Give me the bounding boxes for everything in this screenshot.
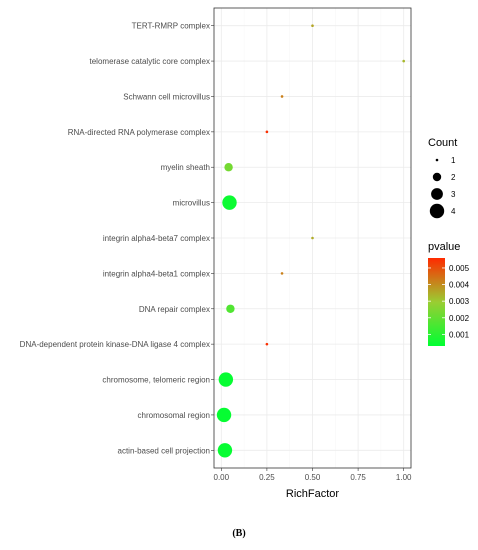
y-axis-tick-labels: TERT-RMRP complex telomerase catalytic co… [20, 22, 214, 455]
x-tick-label: 1.00 [396, 473, 412, 482]
data-point [265, 342, 269, 346]
data-point [311, 236, 314, 240]
count-legend-key [432, 172, 442, 182]
count-legend-key [429, 203, 445, 219]
count-legend-label: 4 [451, 207, 456, 216]
pvalue-legend-title: pvalue [428, 241, 460, 253]
data-points [216, 24, 406, 458]
y-tick-label: integrin alpha4-beta7 complex [103, 234, 210, 243]
y-tick-label: microvillus [173, 199, 210, 208]
data-point [224, 163, 233, 172]
data-point [402, 59, 406, 63]
data-point [222, 195, 237, 210]
pvalue-tick-label: 0.003 [449, 297, 470, 306]
x-axis-title: RichFactor [286, 488, 340, 500]
count-legend-label: 1 [451, 156, 456, 165]
x-tick-label: 0.50 [305, 473, 321, 482]
y-tick-label: DNA-dependent protein kinase-DNA ligase … [20, 340, 210, 349]
pvalue-tick-label: 0.001 [449, 330, 470, 339]
pvalue-colorbar [428, 258, 445, 346]
y-tick-label: DNA repair complex [139, 305, 210, 314]
data-point [216, 407, 232, 423]
pvalue-tick-label: 0.005 [449, 264, 470, 273]
y-tick-label: Schwann cell microvillus [123, 92, 210, 101]
y-tick-label: chromosome, telomeric region [102, 376, 210, 385]
count-legend: Count 1 2 3 4 [428, 137, 457, 219]
y-tick-label: telomerase catalytic core complex [90, 57, 211, 66]
count-legend-key [435, 158, 439, 162]
data-point [311, 24, 314, 27]
pvalue-legend: pvalue 0.001 0.002 0.003 0.004 0.005 [428, 241, 470, 346]
y-tick-label: actin-based cell projection [118, 446, 211, 455]
x-tick-label: 0.75 [350, 473, 366, 482]
figure-caption: (B) [232, 528, 246, 539]
data-point [218, 372, 234, 387]
count-legend-title: Count [428, 137, 457, 149]
y-tick-label: RNA-directed RNA polymerase complex [68, 128, 210, 137]
count-legend-label: 2 [451, 173, 456, 182]
grid-lines [214, 8, 411, 468]
y-tick-label: myelin sheath [161, 163, 210, 172]
pvalue-tick-label: 0.004 [449, 281, 470, 290]
pvalue-tick-label: 0.002 [449, 314, 470, 323]
data-point [280, 95, 284, 98]
y-tick-label: integrin alpha4-beta1 complex [103, 269, 210, 278]
data-point [226, 304, 235, 313]
x-axis-tick-labels: 0.00 0.25 0.50 0.75 1.00 [214, 468, 412, 482]
count-legend-label: 3 [451, 190, 456, 199]
data-point [265, 130, 269, 134]
count-legend-key [431, 188, 443, 200]
x-tick-label: 0.00 [214, 473, 230, 482]
data-point [280, 272, 284, 275]
y-tick-label: chromosomal region [138, 411, 210, 420]
data-point [217, 443, 233, 458]
y-tick-label: TERT-RMRP complex [132, 22, 210, 31]
x-tick-label: 0.25 [259, 473, 275, 482]
